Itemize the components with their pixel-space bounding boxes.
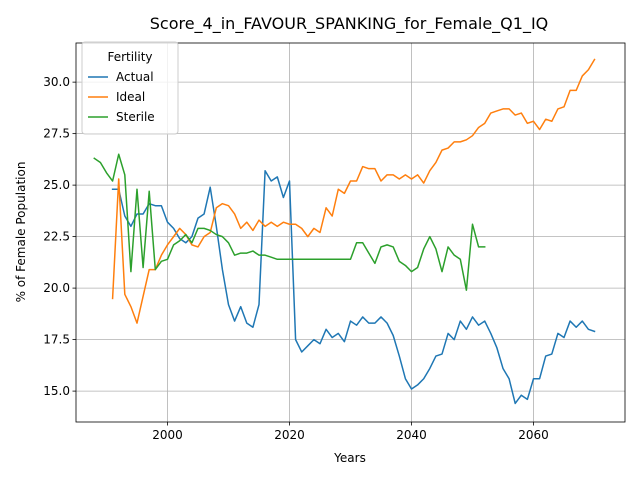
series-line-sterile xyxy=(93,153,486,291)
x-tick-label: 2060 xyxy=(518,428,549,442)
y-axis-label: % of Female Population xyxy=(14,162,28,303)
y-tick-label: 17.5 xyxy=(43,333,70,347)
x-axis-label: Years xyxy=(333,451,366,465)
chart-title: Score_4_in_FAVOUR_SPANKING_for_Female_Q1… xyxy=(150,14,549,34)
y-tick-label: 22.5 xyxy=(43,230,70,244)
x-tick-label: 2040 xyxy=(396,428,427,442)
legend-label-actual: Actual xyxy=(116,70,154,84)
legend: Fertility Actual Ideal Sterile xyxy=(81,41,179,135)
x-tick-label: 2000 xyxy=(152,428,183,442)
plot-frame xyxy=(75,42,626,423)
x-tick-label: 2020 xyxy=(274,428,305,442)
y-tick-label: 25.0 xyxy=(43,178,70,192)
legend-title: Fertility xyxy=(107,50,152,64)
axis-ticks: 2000 2020 2040 2060 15.0 17.5 20.0 22.5 25.0 27.5… xyxy=(43,75,548,442)
series-line-actual xyxy=(111,169,596,405)
legend-box xyxy=(81,41,179,135)
y-tick-label: 15.0 xyxy=(43,384,70,398)
y-tick-label: 27.5 xyxy=(43,127,70,141)
legend-label-ideal: Ideal xyxy=(116,90,145,104)
series-group xyxy=(93,58,596,405)
series-line-ideal xyxy=(111,58,596,324)
y-tick-label: 30.0 xyxy=(43,75,70,89)
legend-label-sterile: Sterile xyxy=(116,110,155,124)
y-tick-label: 20.0 xyxy=(43,281,70,295)
legend-items: Actual Ideal Sterile xyxy=(88,70,155,124)
